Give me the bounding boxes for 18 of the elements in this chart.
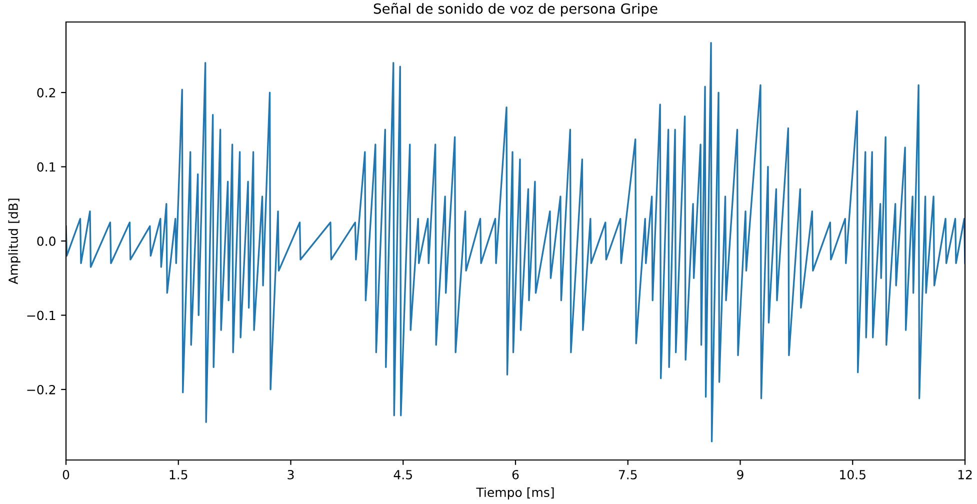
y-axis-title: Amplitud [dB] — [8, 198, 20, 284]
y-tick-label: 0.2 — [37, 88, 56, 98]
x-tick-label: 12 — [958, 470, 972, 480]
y-tick-label: 0.0 — [37, 236, 56, 246]
y-tick-label: −0.1 — [27, 310, 56, 320]
x-tick-label: 1.5 — [170, 470, 188, 480]
x-axis-title: Tiempo [ms] — [476, 487, 554, 500]
x-tick-label: 6 — [512, 470, 519, 480]
x-tick-label: 4.5 — [394, 470, 412, 480]
x-tick-label: 3 — [288, 470, 294, 480]
x-tick-label: 7.5 — [618, 470, 637, 480]
x-tick-label: 10.5 — [840, 470, 866, 480]
x-tick-label: 9 — [737, 470, 744, 480]
chart-title: Señal de sonido de voz de persona Gripe — [374, 2, 658, 17]
line-series — [66, 42, 965, 442]
y-tick-label: 0.1 — [37, 162, 56, 172]
x-tick-label: 0 — [62, 470, 70, 480]
y-tick-label: −0.2 — [27, 384, 56, 394]
